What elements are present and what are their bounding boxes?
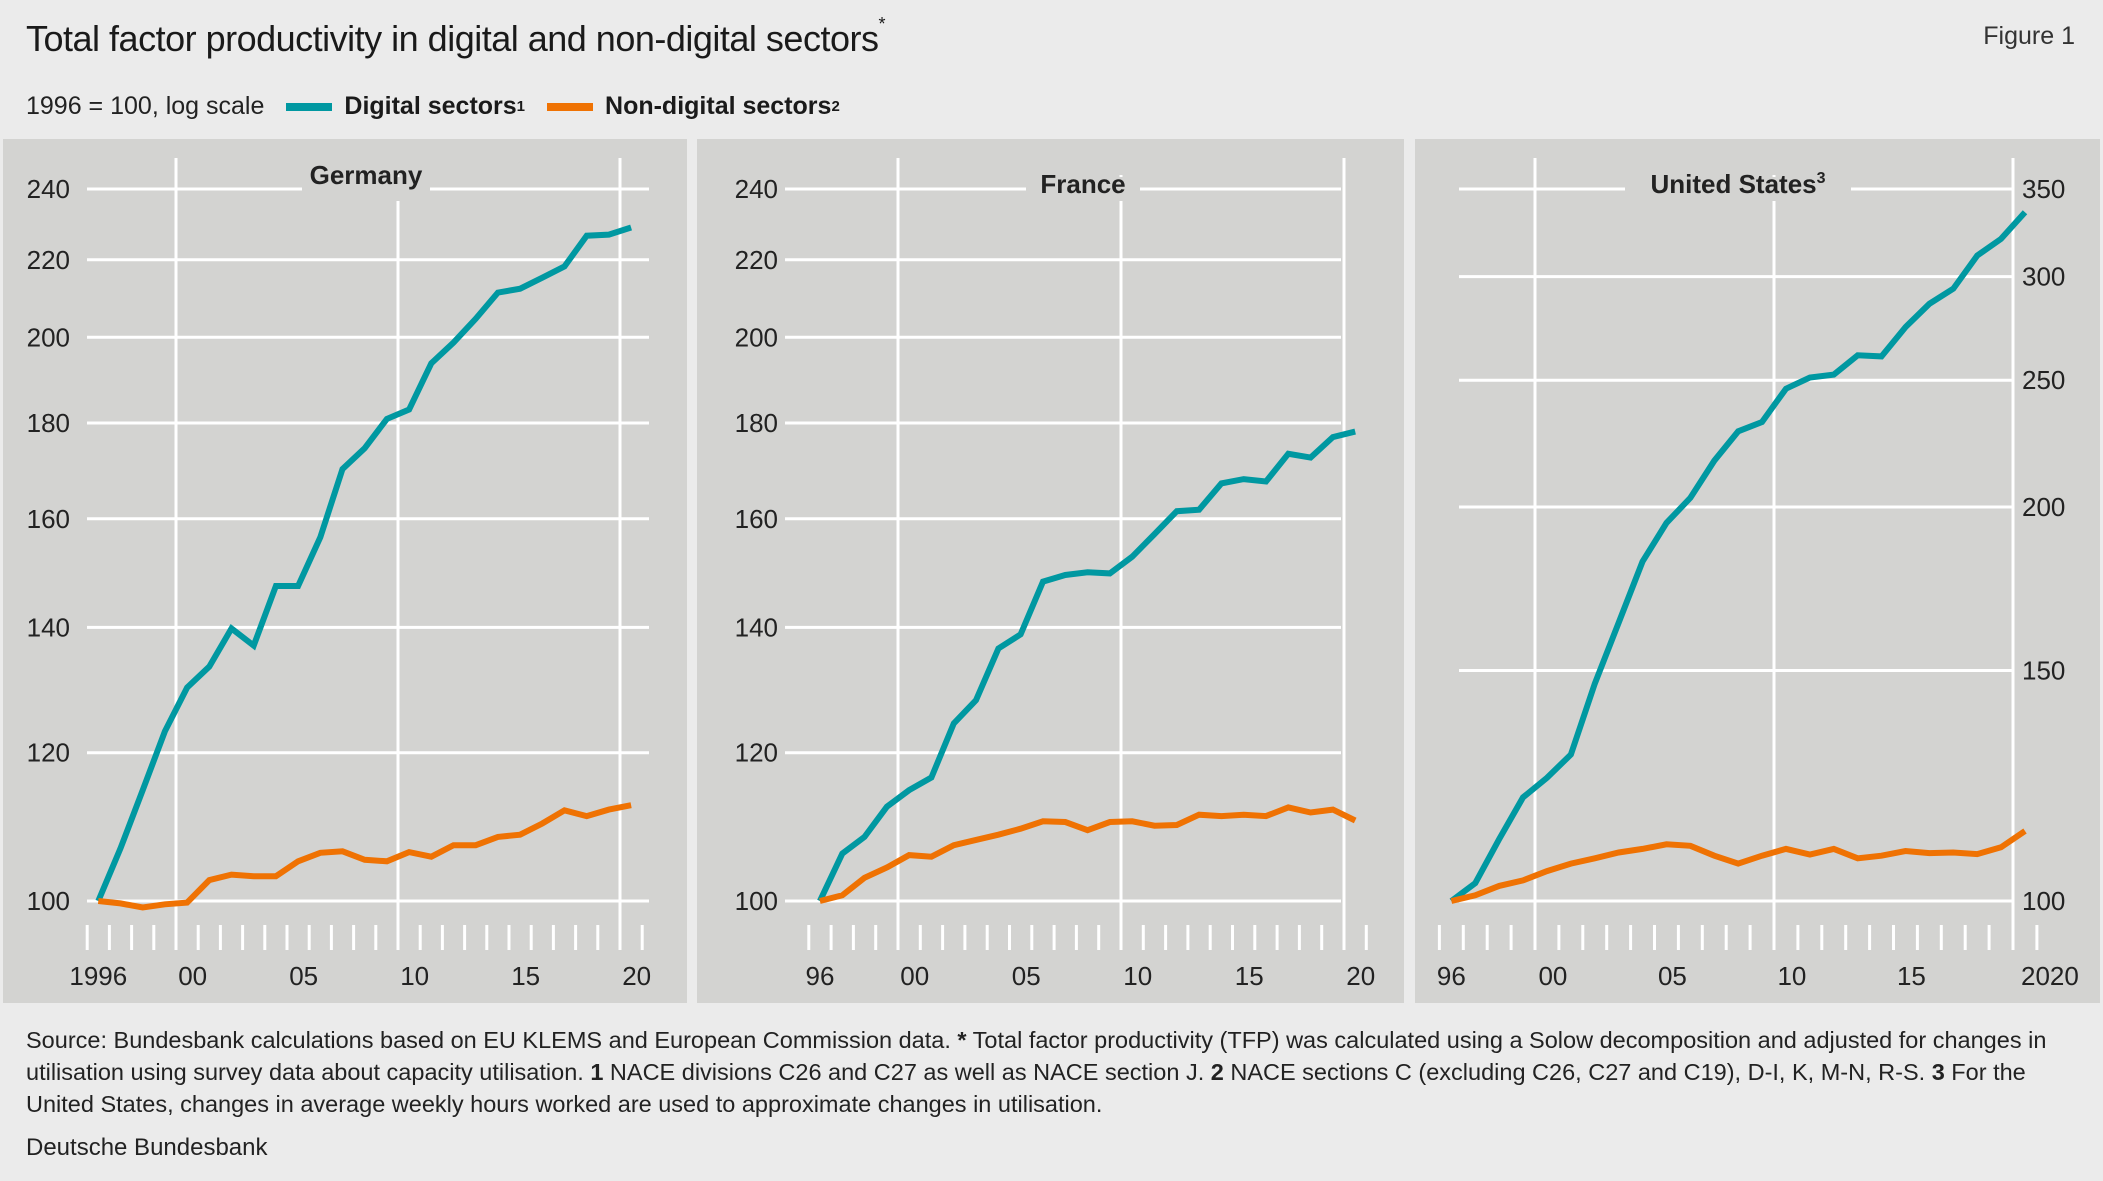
legend-footnote-digital: 1 (516, 98, 526, 115)
legend-item-non-digital: Non-digital sectors 2 (547, 92, 840, 121)
y-tick-label: 240 (735, 174, 778, 204)
footnote-marker: 3 (1931, 1059, 1945, 1085)
y-tick-label: 350 (2022, 174, 2065, 204)
panel-title-footnote: 3 (1817, 170, 1826, 187)
panel-title-text: United States (1650, 169, 1816, 199)
y-tick-label: 140 (27, 612, 70, 642)
y-tick-label: 180 (27, 408, 70, 438)
legend-swatch-non-digital (547, 102, 594, 111)
y-tick-label: 160 (27, 504, 70, 534)
footnote-text: Source: Bundesbank calculations based on… (26, 1027, 958, 1053)
x-tick-label: 10 (400, 961, 429, 991)
x-tick-label: 96 (1437, 961, 1466, 991)
panel-background (1415, 139, 2100, 1003)
panel-france: 100 120 140 160 180 200 220 240 96 00 05 10 15 20 Fran… (697, 139, 1404, 1003)
y-tick-label: 200 (735, 322, 778, 352)
panel-title: United States3 (1650, 169, 1825, 199)
x-tick-label: 2020 (2021, 961, 2079, 991)
footnote-text: NACE sections C (excluding C26, C27 and … (1223, 1059, 1932, 1085)
title-gap (302, 177, 430, 201)
x-tick-label: 00 (900, 961, 929, 991)
y-tick-label: 220 (27, 245, 70, 275)
x-tick-label: 05 (289, 961, 318, 991)
unit-label: 1996 = 100, log scale (26, 92, 265, 120)
y-tick-label: 300 (2022, 262, 2065, 292)
y-tick-label: 200 (27, 322, 70, 352)
panel-background (3, 139, 687, 1003)
y-tick-label: 120 (27, 738, 70, 768)
panel-title-text: Germany (310, 160, 423, 190)
chart-title: Total factor productivity in digital and… (26, 14, 885, 60)
y-tick-label: 220 (735, 245, 778, 275)
footnote-marker: 2 (1210, 1059, 1224, 1085)
panel-title: Germany (310, 160, 423, 190)
chart-title-text: Total factor productivity in digital and… (26, 18, 879, 59)
y-tick-label: 100 (735, 886, 778, 916)
y-tick-label: 150 (2022, 656, 2065, 686)
title-gap (1026, 177, 1140, 201)
x-tick-label: 05 (1012, 961, 1041, 991)
x-tick-label: 96 (805, 961, 834, 991)
y-tick-label: 240 (27, 174, 70, 204)
legend-swatch-digital (286, 102, 333, 111)
y-tick-label: 140 (735, 612, 778, 642)
x-tick-label: 20 (622, 961, 651, 991)
panel-germany: 100 120 140 160 180 200 220 240 1996 00 05 10 15 20 Ge… (3, 139, 687, 1003)
x-tick-label: 10 (1777, 961, 1806, 991)
x-tick-label: 00 (178, 961, 207, 991)
legend-label-digital: Digital sectors (344, 92, 517, 120)
footnote-text: Total factor productivity (TFP) was calc… (26, 1027, 2047, 1085)
y-tick-label: 100 (2022, 886, 2065, 916)
legend: 1996 = 100, log scale Digital sectors 1 N… (26, 92, 862, 121)
x-tick-label: 1996 (69, 961, 127, 991)
footnote-marker: * (957, 1027, 967, 1053)
panel-united-states: 100 150 200 250 300 350 96 00 05 10 15 2020 United S… (1415, 139, 2100, 1003)
panel-title: France (1040, 169, 1125, 199)
y-tick-label: 160 (735, 504, 778, 534)
x-tick-label: 10 (1123, 961, 1152, 991)
legend-footnote-non-digital: 2 (831, 98, 840, 115)
title-footnote-mark: * (878, 14, 885, 34)
legend-label-non-digital: Non-digital sectors (605, 92, 832, 120)
legend-item-digital: Digital sectors 1 (286, 92, 525, 121)
y-tick-label: 100 (27, 886, 70, 916)
figure-label: Figure 1 (1983, 22, 2075, 50)
footnote-marker: 1 (590, 1059, 604, 1085)
panel-background (697, 139, 1404, 1003)
x-tick-label: 15 (511, 961, 540, 991)
y-tick-label: 120 (735, 738, 778, 768)
footnote-text: NACE divisions C26 and C27 as well as NA… (603, 1059, 1211, 1085)
x-tick-label: 15 (1897, 961, 1926, 991)
y-tick-label: 250 (2022, 365, 2065, 395)
x-tick-label: 15 (1235, 961, 1264, 991)
footnote-text: For the United States, changes in averag… (26, 1059, 2026, 1117)
x-tick-label: 20 (1346, 961, 1375, 991)
y-tick-label: 180 (735, 408, 778, 438)
panel-title-text: France (1040, 169, 1125, 199)
x-tick-label: 00 (1538, 961, 1567, 991)
x-tick-label: 05 (1658, 961, 1687, 991)
title-gap (1625, 177, 1851, 201)
footnotes: Source: Bundesbank calculations based on… (26, 1024, 2081, 1120)
y-tick-label: 200 (2022, 492, 2065, 522)
publisher: Deutsche Bundesbank (26, 1134, 268, 1161)
